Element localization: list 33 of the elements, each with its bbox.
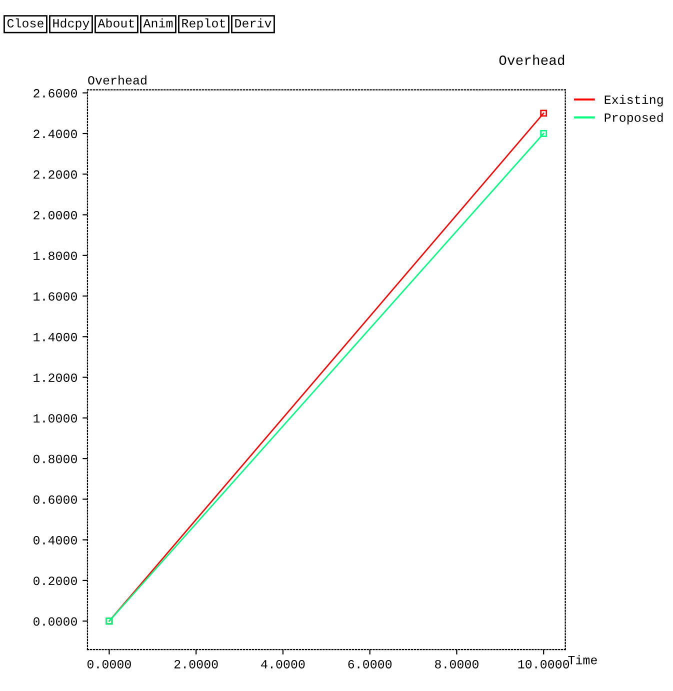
y-tick-label: 1.0000 xyxy=(34,414,77,423)
y-tick-label: 1.6000 xyxy=(34,292,77,301)
x-axis-title: Time xyxy=(568,655,597,664)
y-axis-title: Overhead xyxy=(88,75,146,85)
legend-label: Proposed xyxy=(604,112,663,124)
text: About xyxy=(98,18,134,28)
text: Hdcpy xyxy=(53,18,90,30)
x-tick-label: 0.0000 xyxy=(87,660,131,668)
y-tick-label: 0.8000 xyxy=(34,454,77,464)
x-tick-label: 10.0000 xyxy=(518,660,570,668)
legend-label: Existing xyxy=(604,94,663,106)
y-tick-label: 2.0000 xyxy=(34,210,77,220)
point xyxy=(540,110,548,117)
chart-title: Overhead xyxy=(499,54,564,66)
y-tick-label: 0.0000 xyxy=(34,617,77,626)
y-tick-label: 0.4000 xyxy=(34,536,77,544)
text: Close xyxy=(7,18,44,28)
text: Replot xyxy=(182,18,225,30)
y-tick-label: 2.6000 xyxy=(34,89,77,98)
y-tick-label: 2.2000 xyxy=(34,170,77,179)
point xyxy=(540,130,548,137)
y-tick-label: 0.2000 xyxy=(34,576,77,586)
text: Anim xyxy=(143,18,173,28)
y-tick-label: 1.8000 xyxy=(34,252,77,260)
x-tick-label: 8.0000 xyxy=(435,660,478,668)
x-tick-label: 6.0000 xyxy=(348,660,392,668)
y-tick-label: 2.4000 xyxy=(34,130,77,138)
x-tick-label: 4.0000 xyxy=(261,660,305,668)
y-tick-label: 1.2000 xyxy=(34,373,77,382)
y-tick-label: 0.6000 xyxy=(34,495,77,504)
text: Deriv xyxy=(235,18,272,28)
y-tick-label: 1.4000 xyxy=(34,332,77,342)
x-tick-label: 2.0000 xyxy=(174,660,218,668)
